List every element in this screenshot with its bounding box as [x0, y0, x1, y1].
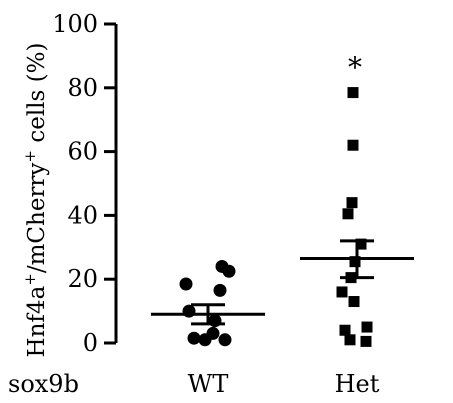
- y-tick-label: 100: [52, 10, 98, 38]
- het-point: [339, 324, 351, 336]
- ylabel-part-3: cells (%): [24, 43, 50, 150]
- ylabel-superscript-2: +: [21, 150, 39, 163]
- wt-point: [208, 314, 222, 328]
- wt-point: [198, 333, 212, 347]
- ylabel-part-2: /mCherry: [24, 163, 50, 274]
- y-axis-label: Hnf4a+/mCherry+ cells (%): [21, 43, 50, 358]
- y-tick-label: 80: [67, 74, 98, 102]
- het-point: [355, 238, 367, 250]
- y-tick-label: 20: [67, 265, 98, 293]
- y-tick-label: 40: [67, 201, 98, 229]
- y-tick-label: 0: [83, 329, 98, 357]
- het-point: [347, 87, 359, 99]
- het-point: [348, 296, 360, 308]
- wt-point: [187, 331, 201, 345]
- wt-point: [218, 333, 232, 347]
- y-axis: 0 20 40 60 80 100: [52, 10, 118, 357]
- het-point: [345, 272, 357, 284]
- wt-point: [182, 304, 196, 318]
- significance-marker: *: [348, 51, 362, 84]
- group-label: sox9b: [8, 370, 79, 398]
- het-point: [347, 139, 359, 151]
- het-point: [336, 286, 348, 298]
- wt-point: [222, 264, 236, 278]
- x-category-label: WT: [188, 370, 229, 398]
- y-tick-label: 60: [67, 138, 98, 166]
- het-point: [342, 208, 354, 220]
- wt-point: [213, 283, 227, 297]
- x-category-label: Het: [335, 370, 380, 398]
- het-point: [344, 334, 356, 346]
- ylabel-part-1: Hnf4a: [24, 285, 50, 357]
- het-point: [349, 256, 361, 268]
- het-point: [346, 197, 358, 209]
- data-points: [179, 87, 373, 347]
- y-axis-title: Hnf4a+/mCherry+ cells (%): [21, 43, 50, 358]
- het-point: [361, 321, 373, 333]
- het-point: [360, 335, 372, 347]
- ylabel-superscript-1: +: [21, 273, 39, 286]
- wt-point: [179, 277, 193, 291]
- x-axis-labels: sox9b WT Het: [8, 370, 380, 398]
- annotations: *: [348, 51, 362, 84]
